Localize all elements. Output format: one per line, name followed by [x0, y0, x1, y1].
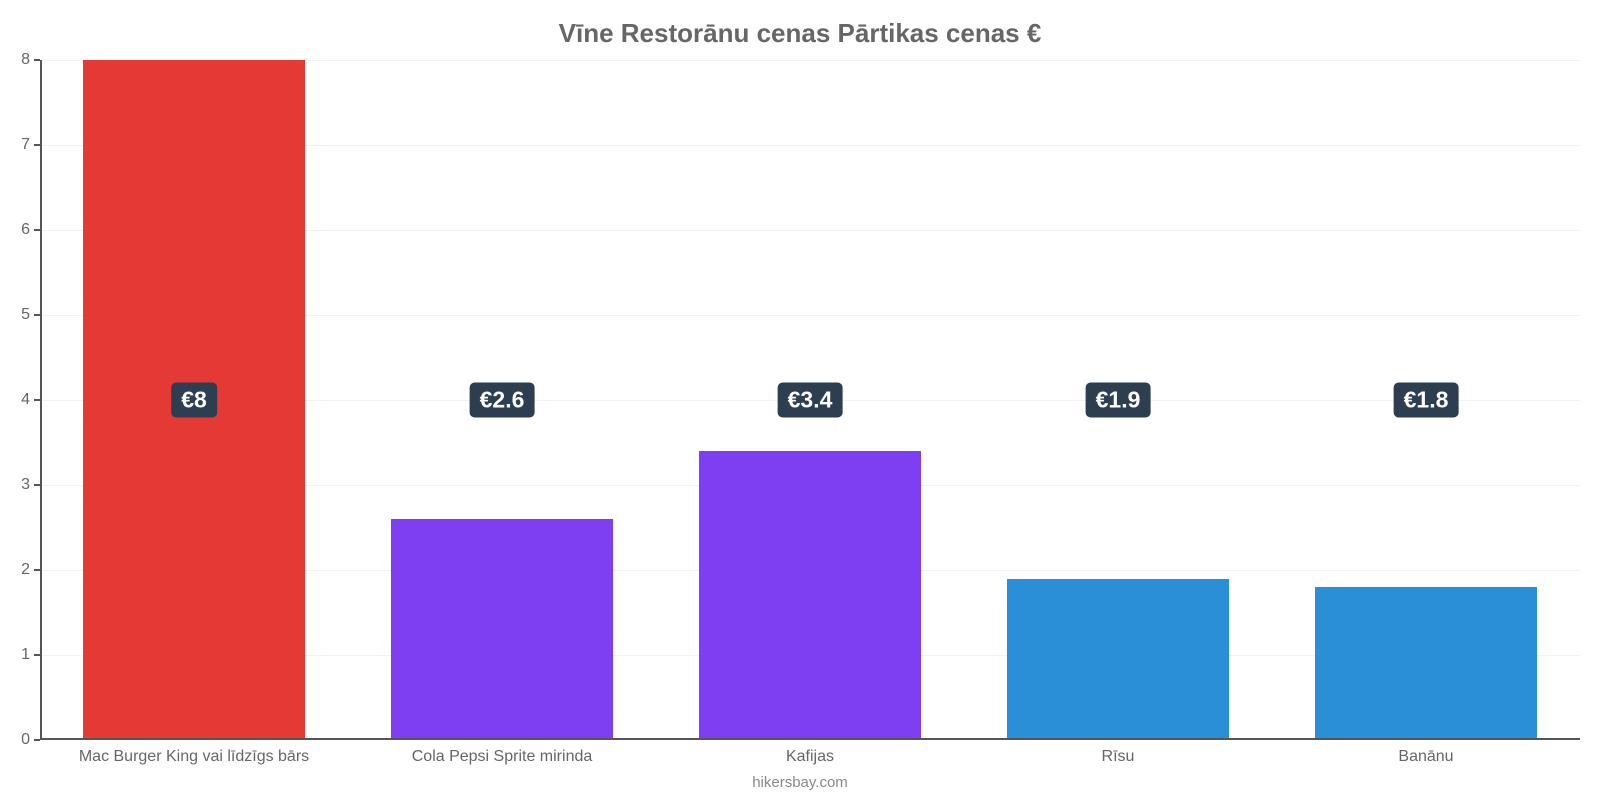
- y-tick-label: 4: [21, 391, 30, 409]
- y-tick-label: 5: [21, 306, 30, 324]
- x-tick-label: Kafijas: [786, 748, 834, 766]
- value-badge: €8: [171, 383, 217, 418]
- value-badge: €1.9: [1086, 383, 1151, 418]
- value-badge: €1.8: [1394, 383, 1459, 418]
- y-tick-label: 3: [21, 476, 30, 494]
- y-tick-label: 1: [21, 646, 30, 664]
- bar-chart: Vīne Restorānu cenas Pārtikas cenas € 01…: [0, 0, 1600, 800]
- y-tick-label: 2: [21, 561, 30, 579]
- y-tick-label: 0: [21, 731, 30, 749]
- bar-slot: €1.9Rīsu: [964, 60, 1272, 740]
- bar-slot: €3.4Kafijas: [656, 60, 964, 740]
- bar: [1007, 579, 1229, 741]
- x-axis-line: [40, 738, 1580, 740]
- bar-slot: €1.8Banānu: [1272, 60, 1580, 740]
- x-tick-label: Cola Pepsi Sprite mirinda: [412, 748, 593, 766]
- bar-slot: €2.6Cola Pepsi Sprite mirinda: [348, 60, 656, 740]
- x-tick-label: Banānu: [1398, 748, 1453, 766]
- bar: [391, 519, 613, 740]
- chart-title: Vīne Restorānu cenas Pārtikas cenas €: [0, 18, 1600, 49]
- plot-area: 012345678€8Mac Burger King vai līdzīgs b…: [40, 60, 1580, 740]
- value-badge: €2.6: [470, 383, 535, 418]
- y-tick-label: 8: [21, 51, 30, 69]
- bar: [1315, 587, 1537, 740]
- y-axis-line: [40, 60, 42, 740]
- x-tick-label: Rīsu: [1102, 748, 1135, 766]
- value-badge: €3.4: [778, 383, 843, 418]
- credit-text: hikersbay.com: [0, 774, 1600, 791]
- bar: [699, 451, 921, 740]
- x-tick-label: Mac Burger King vai līdzīgs bārs: [79, 748, 309, 766]
- bar-slot: €8Mac Burger King vai līdzīgs bārs: [40, 60, 348, 740]
- y-tick-label: 6: [21, 221, 30, 239]
- y-tick-label: 7: [21, 136, 30, 154]
